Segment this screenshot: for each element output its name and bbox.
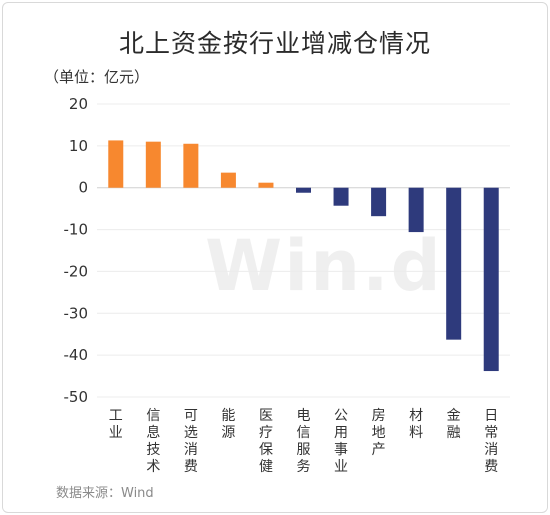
- x-tick-label: 医疗保健: [259, 408, 273, 475]
- bar: [145, 141, 161, 188]
- bar: [183, 143, 199, 188]
- y-tick-label: -40: [64, 346, 89, 364]
- x-tick-label: 能源: [221, 408, 235, 441]
- source-note: 数据来源：Wind: [56, 486, 154, 501]
- y-tick-label: 10: [69, 137, 88, 155]
- chart-title: 北上资金按行业增减仓情况: [118, 29, 431, 58]
- y-tick-label: -50: [64, 388, 89, 406]
- y-tick-label: -10: [64, 221, 89, 239]
- y-tick-label: -20: [64, 262, 89, 280]
- bar: [408, 187, 424, 233]
- x-tick-label: 公用事业: [334, 408, 348, 475]
- bar: [296, 187, 311, 193]
- bar: [108, 140, 124, 188]
- y-tick-label: -30: [64, 304, 89, 322]
- x-tick-label: 房地产: [372, 408, 386, 458]
- x-tick-label: 电信服务: [297, 408, 311, 475]
- bar: [258, 182, 274, 188]
- bar: [446, 187, 462, 340]
- y-tick-label: 0: [78, 179, 88, 197]
- x-tick-label: 金融: [447, 408, 461, 441]
- bar: [220, 172, 236, 188]
- x-tick-label: 材料: [409, 408, 423, 441]
- x-tick-label: 可选消费: [184, 408, 198, 475]
- unit-label: （单位：亿元）: [44, 68, 150, 86]
- watermark: Win.d: [205, 225, 443, 307]
- bar: [333, 187, 349, 206]
- bar: [371, 187, 387, 217]
- y-tick-label: 20: [69, 95, 88, 113]
- x-tick-label: 工业: [109, 408, 123, 441]
- bar: [483, 187, 499, 372]
- x-tick-label: 日常消费: [484, 408, 498, 475]
- x-tick-label: 信息技术: [146, 408, 160, 475]
